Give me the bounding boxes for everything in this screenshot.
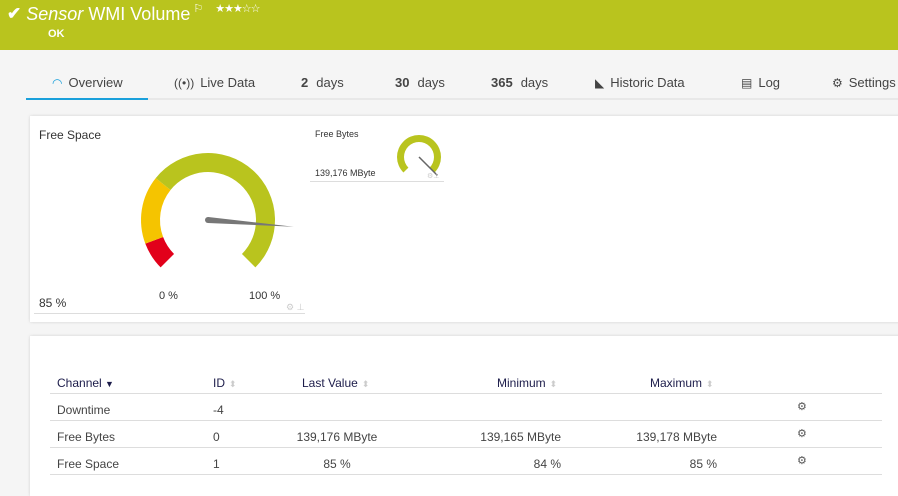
small-gauge-needle	[418, 156, 438, 176]
small-gauge-arc	[397, 135, 441, 173]
cell-last-value: 85 %	[323, 457, 351, 471]
gear-icon[interactable]: ⚙	[427, 173, 434, 180]
free-bytes-gauge	[397, 135, 441, 176]
sensor-title: Sensor WMI Volume	[26, 4, 191, 24]
tab-settings[interactable]: ⚙ Settings	[832, 75, 896, 90]
tab-365-days[interactable]: 365 days	[491, 75, 549, 90]
row-divider	[50, 474, 882, 475]
gauge-icon: ◠	[52, 76, 63, 90]
gauge-tools[interactable]: ⚙ ⊥	[286, 303, 304, 312]
tab-historic-data[interactable]: ◣ Historic Data	[595, 75, 685, 90]
channel-settings-icon[interactable]: ⚙	[797, 428, 807, 440]
small-gauge-title: Free Bytes	[315, 129, 359, 139]
gauge-max-label: 100 %	[249, 290, 281, 302]
gauges-panel: Free Space 85 % 0 % 100 % ⚙ ⊥ Free Bytes…	[30, 116, 898, 322]
cell-id: -4	[213, 403, 224, 417]
gauge-min-label: 0 %	[159, 290, 178, 302]
small-gauge-tools[interactable]: ⚙⊥	[427, 172, 439, 181]
divider	[310, 181, 444, 182]
row-divider	[50, 420, 882, 421]
channel-settings-icon[interactable]: ⚙	[797, 401, 807, 413]
channel-settings-icon[interactable]: ⚙	[797, 455, 807, 467]
cell-minimum: 84 %	[533, 457, 561, 471]
gauge-range-2	[155, 152, 276, 268]
tab-live-data[interactable]: ((•)) Live Data	[174, 75, 256, 90]
col-channel[interactable]: Channel ▼	[57, 376, 114, 390]
cell-id: 0	[213, 430, 220, 444]
sensor-title-row: ✔ Sensor WMI Volume ⚐ ★★★☆☆	[7, 3, 261, 25]
gauge-title: Free Space	[39, 128, 102, 142]
gauge-range-0	[145, 236, 175, 268]
tab-30-days[interactable]: 30 days	[395, 75, 445, 90]
col-id[interactable]: ID ⬍	[213, 376, 237, 390]
sort-desc-icon: ▼	[105, 379, 114, 389]
flag-icon[interactable]: ⚐	[193, 3, 204, 15]
check-icon: ✔	[7, 4, 22, 23]
list-icon: ▤	[741, 76, 753, 90]
tab-2-days[interactable]: 2 days	[301, 75, 344, 90]
row-divider	[50, 447, 882, 448]
sort-icon: ⬍	[706, 379, 714, 389]
cell-maximum: 85 %	[689, 457, 717, 471]
needle-hub	[205, 217, 211, 223]
tab-bar: ◠ Overview ((•)) Live Data 2 days 30 days 36…	[26, 66, 898, 100]
col-maximum[interactable]: Maximum ⬍	[650, 376, 714, 390]
gauge-value: 85 %	[39, 296, 67, 310]
gear-icon[interactable]: ⚙	[286, 302, 295, 312]
col-minimum[interactable]: Minimum ⬍	[497, 376, 558, 390]
cell-channel[interactable]: Downtime	[57, 403, 111, 417]
tab-log[interactable]: ▤ Log	[741, 75, 781, 90]
channels-panel: Channel ▼ ID ⬍ Last Value ⬍ Minimum ⬍ Maxim…	[30, 336, 898, 496]
cell-channel[interactable]: Free Space	[57, 457, 120, 471]
divider	[34, 313, 305, 314]
cell-id: 1	[213, 457, 220, 471]
cell-channel[interactable]: Free Bytes	[57, 430, 116, 444]
area-chart-icon: ◣	[595, 76, 605, 90]
col-last-value[interactable]: Last Value ⬍	[302, 376, 370, 390]
pin-icon[interactable]: ⊥	[433, 173, 440, 180]
cell-last-value: 139,176 MByte	[296, 430, 378, 444]
gear-icon: ⚙	[832, 76, 843, 90]
gauge-range-1	[141, 178, 171, 244]
cell-maximum: 139,178 MByte	[636, 430, 717, 444]
free-space-gauge	[141, 152, 294, 268]
tab-overview[interactable]: ◠ Overview	[26, 75, 148, 100]
sort-icon: ⬍	[549, 379, 558, 389]
sensor-header: ✔ Sensor WMI Volume ⚐ ★★★☆☆ OK	[0, 0, 898, 50]
broadcast-icon: ((•))	[174, 76, 195, 90]
sort-icon: ⬍	[361, 379, 370, 389]
gauge-needle	[207, 217, 294, 227]
small-gauge-value: 139,176 MByte	[315, 168, 376, 178]
row-divider	[50, 393, 882, 394]
priority-stars[interactable]: ★★★☆☆	[215, 3, 260, 15]
cell-minimum: 139,165 MByte	[480, 430, 561, 444]
status-text: OK	[48, 28, 65, 40]
sort-icon: ⬍	[229, 379, 237, 389]
pin-icon[interactable]: ⊥	[296, 302, 305, 312]
